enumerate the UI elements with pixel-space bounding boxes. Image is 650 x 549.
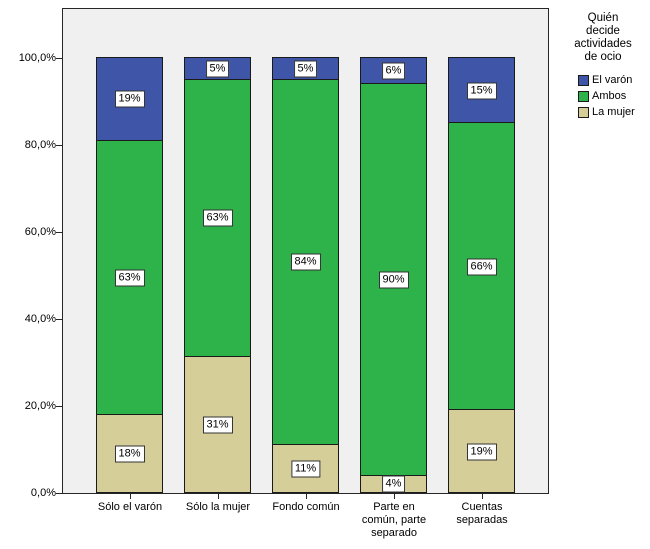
y-tick-mark xyxy=(56,318,62,320)
bar-4: 4% 90% 6% xyxy=(360,57,427,493)
legend-title-line: decide xyxy=(586,25,620,37)
legend-item-label: El varón xyxy=(592,74,633,86)
legend-items: El varón Ambos La mujer xyxy=(556,72,650,120)
bar-1: 18% 63% 19% xyxy=(96,57,163,493)
y-tick-label: 40,0% xyxy=(24,313,56,325)
category-label-line: común, parte xyxy=(361,514,427,526)
bar-5: 19% 66% 15% xyxy=(448,57,515,493)
legend-title: Quién decide actividades de ocio xyxy=(556,12,650,64)
segment-value-label: 84% xyxy=(290,253,321,271)
bar-3: 11% 84% 5% xyxy=(272,57,339,493)
category-label-line: Cuentas xyxy=(461,501,503,513)
y-tick-label: 0,0% xyxy=(30,487,56,499)
legend-swatch-icon xyxy=(578,90,589,102)
category-label: Parte en común, parte separado xyxy=(344,501,444,540)
category-label: Sólo el varón xyxy=(80,501,180,514)
segment-value-label: 19% xyxy=(466,443,497,461)
segment-value-label: 63% xyxy=(202,209,233,227)
y-tick-mark xyxy=(56,492,62,494)
segment-value-label: 15% xyxy=(466,82,497,100)
x-tick-mark xyxy=(481,494,483,499)
y-tick-label: 80,0% xyxy=(24,139,56,151)
legend-item-label: Ambos xyxy=(592,90,627,102)
x-tick-mark xyxy=(129,494,131,499)
legend-item-la-mujer: La mujer xyxy=(556,104,650,120)
segment-value-label: 5% xyxy=(293,60,318,78)
legend-title-line: actividades xyxy=(574,38,632,50)
segment-value-label: 63% xyxy=(114,269,145,287)
x-tick-mark xyxy=(217,494,219,499)
plot-area: 18% 63% 19% 31% 63% 5% 11% 84% 5% 4% 90% 6% 19% 66% 15… xyxy=(62,8,549,494)
legend-swatch-icon xyxy=(578,74,589,86)
x-tick-mark xyxy=(305,494,307,499)
category-label-line: Parte en xyxy=(373,501,415,513)
segment-value-label: 31% xyxy=(202,416,233,434)
category-label-line: Sólo la mujer xyxy=(185,501,251,513)
segment-value-label: 19% xyxy=(114,90,145,108)
legend-item-el-varón: El varón xyxy=(556,72,650,88)
segment-value-label: 11% xyxy=(290,460,321,478)
segment-value-label: 6% xyxy=(381,62,406,80)
category-label-line: Fondo común xyxy=(272,501,340,513)
legend-title-line: de ocio xyxy=(584,51,622,63)
legend-item-ambos: Ambos xyxy=(556,88,650,104)
x-tick-mark xyxy=(393,494,395,499)
legend-swatch-icon xyxy=(578,106,589,118)
y-tick-label: 100,0% xyxy=(18,52,56,64)
y-tick-label: 20,0% xyxy=(24,400,56,412)
segment-value-label: 90% xyxy=(378,271,409,289)
category-label-line: separadas xyxy=(456,514,508,526)
category-label-line: Sólo el varón xyxy=(97,501,163,513)
segment-value-label: 18% xyxy=(114,445,145,463)
category-label: Fondo común xyxy=(256,501,356,514)
segment-value-label: 66% xyxy=(466,258,497,276)
y-tick-mark xyxy=(56,144,62,146)
bar-2: 31% 63% 5% xyxy=(184,57,251,493)
category-label-line: separado xyxy=(371,527,417,539)
segment-value-label: 4% xyxy=(381,475,406,493)
category-label: Sólo la mujer xyxy=(168,501,268,514)
y-tick-mark xyxy=(56,231,62,233)
y-tick-mark xyxy=(56,57,62,59)
legend: Quién decide actividades de ocio El varón Am… xyxy=(556,12,650,120)
legend-item-label: La mujer xyxy=(592,106,635,118)
category-label: Cuentas separadas xyxy=(432,501,532,527)
segment-value-label: 5% xyxy=(205,60,230,78)
y-tick-label: 60,0% xyxy=(24,226,56,238)
legend-title-line: Quién xyxy=(587,12,619,24)
y-tick-mark xyxy=(56,405,62,407)
